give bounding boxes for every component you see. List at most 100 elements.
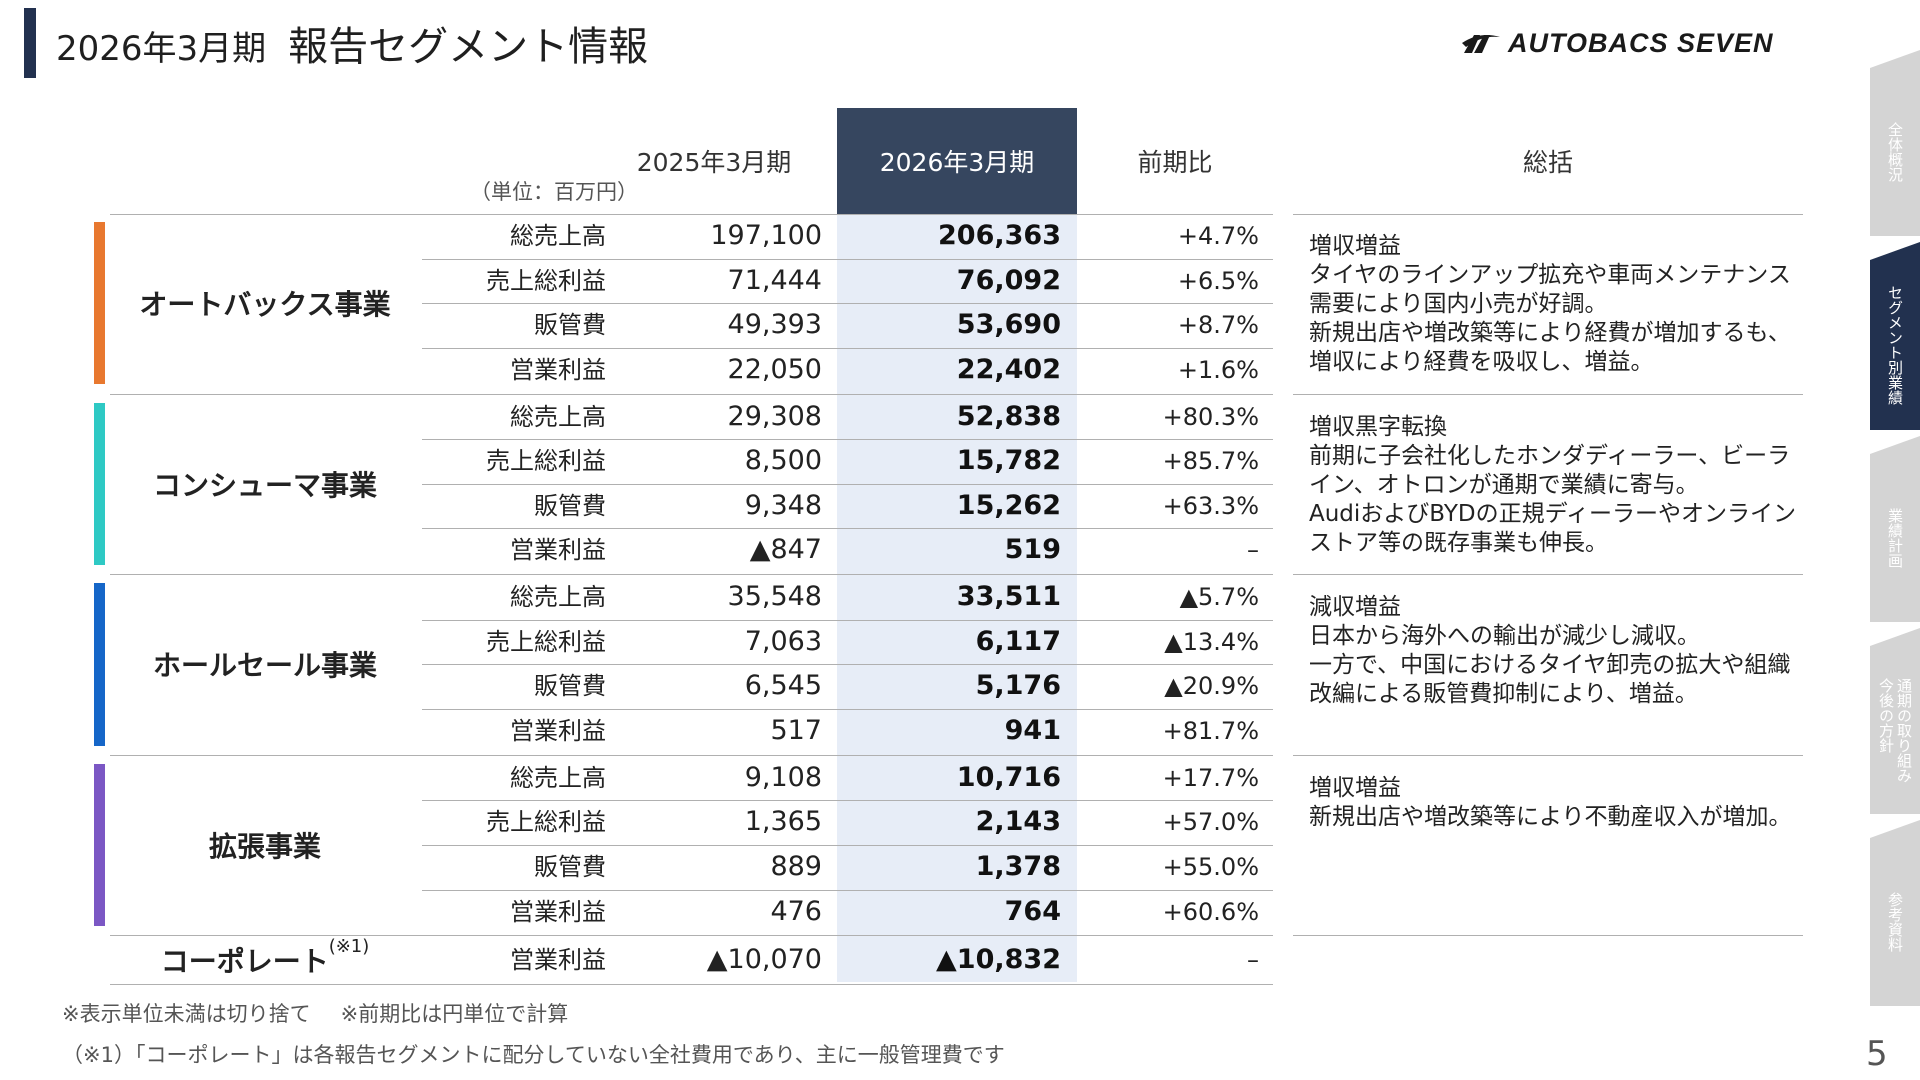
table-bottom-rule [110, 984, 1273, 986]
row-value-prev: 71,444 [727, 264, 822, 296]
row-value-prev: 1,365 [744, 806, 822, 838]
segment-summary: 増収黒字転換 前期に子会社化したホンダディーラー、ビーライン、オトロンが通期で業績… [1309, 413, 1809, 558]
col-header-yoy: 前期比 [1137, 148, 1213, 177]
row-label: 総売上高 [510, 402, 606, 431]
footnote-2: （※1）「コーポレート」は各報告セグメントに配分していない全社費用であり、主に一… [62, 1043, 1005, 1067]
row-divider [422, 845, 1273, 846]
row-label: 販管費 [534, 311, 606, 340]
row-value-yoy: +80.3% [1162, 402, 1259, 431]
row-divider [422, 709, 1273, 710]
row-value-prev: 889 [770, 851, 822, 882]
row-label: 総売上高 [510, 763, 606, 792]
row-value-prev: 197,100 [710, 220, 822, 251]
row-label: 総売上高 [510, 583, 606, 612]
segment-name: 拡張事業 [208, 830, 321, 863]
corporate-value-cur: ▲10,832 [936, 944, 1061, 976]
row-label: 売上総利益 [486, 266, 606, 295]
segment-summary: 増収増益 新規出店や増改築等により不動産収入が増加。 [1309, 774, 1809, 832]
segment-color-bar [94, 402, 105, 565]
row-value-cur: 206,363 [938, 220, 1061, 251]
title-period: 2026年3月期 [56, 29, 267, 69]
row-value-prev: 35,548 [727, 581, 822, 613]
tab-segment-results[interactable]: セグメント別業績 [1870, 242, 1920, 430]
page-title: 2026年3月期 報告セグメント情報 [56, 14, 648, 72]
corporate-value-prev: ▲10,070 [706, 944, 822, 976]
row-value-yoy: ▲13.4% [1164, 627, 1259, 656]
col-header-cur: 2026年3月期 [837, 108, 1077, 214]
row-value-cur: 33,511 [956, 581, 1061, 613]
segment-name: コンシューマ事業 [152, 468, 377, 502]
row-value-yoy: +1.6% [1177, 355, 1259, 384]
segment-summary: 減収増益 日本から海外への輸出が減少し減収。 一方で、中国におけるタイヤ卸売の拡大や… [1309, 593, 1809, 709]
summary-divider [1293, 574, 1803, 576]
row-label: 販管費 [534, 853, 606, 881]
row-value-cur: 1,378 [975, 851, 1061, 882]
segment-divider [110, 393, 1273, 395]
row-value-prev: 6,545 [744, 670, 822, 702]
summary-divider [1293, 935, 1803, 937]
row-divider [422, 483, 1273, 485]
row-value-prev: 8,500 [744, 445, 822, 477]
unit-label: （単位：百万円） [470, 180, 638, 204]
col-header-prev: 2025年3月期 [636, 148, 792, 177]
summary-header-rule [1293, 214, 1803, 215]
segment-color-bar [94, 222, 105, 385]
row-value-prev: 9,108 [744, 761, 822, 793]
logo-mark-icon [1462, 34, 1500, 53]
segment-color-bar [94, 583, 105, 746]
segment-divider [110, 935, 1273, 937]
row-divider [422, 528, 1273, 530]
row-value-cur: 15,262 [956, 489, 1061, 521]
row-label: 売上総利益 [486, 627, 606, 656]
corporate-note-mark: (※1) [328, 936, 370, 958]
summary-line: 一方で、中国におけるタイヤ卸売の拡大や組織改編による販管費抑制により、増益。 [1309, 652, 1791, 708]
corporate-value-yoy: – [1247, 946, 1259, 975]
row-value-yoy: +6.5% [1177, 266, 1259, 295]
summary-divider [1293, 754, 1803, 756]
row-value-prev: 49,393 [727, 309, 822, 341]
row-value-prev: 476 [770, 895, 822, 927]
summary-headline: 減収増益 [1309, 594, 1401, 621]
corporate-label: 営業利益 [510, 946, 606, 975]
row-divider [422, 347, 1273, 349]
row-value-yoy: ▲20.9% [1164, 672, 1259, 701]
row-value-yoy: +17.7% [1162, 763, 1259, 792]
row-divider [422, 258, 1273, 260]
row-value-cur: 52,838 [956, 400, 1061, 432]
summary-divider [1293, 393, 1803, 395]
summary-headline: 増収増益 [1309, 774, 1401, 801]
segment-divider [110, 754, 1273, 756]
row-divider [422, 800, 1273, 802]
tab-reference[interactable]: 参考資料 [1870, 820, 1920, 1006]
row-value-cur: 6,117 [975, 625, 1061, 657]
segment-name: オートバックス事業 [139, 288, 391, 322]
row-value-cur: 519 [1004, 534, 1061, 566]
row-value-yoy: +55.0% [1162, 853, 1259, 881]
tab-plan[interactable]: 業績計画 [1870, 436, 1920, 622]
tab-overview[interactable]: 全体概況 [1870, 50, 1920, 236]
row-value-yoy: +57.0% [1162, 808, 1259, 837]
row-divider [422, 303, 1273, 305]
table-header-rule [110, 214, 1273, 215]
tab-overview-label: 全体概況 [1886, 122, 1904, 182]
row-value-yoy: +60.6% [1162, 897, 1259, 926]
segment-divider [110, 574, 1273, 576]
row-label: 営業利益 [510, 717, 606, 745]
row-value-cur: 53,690 [956, 309, 1061, 341]
row-value-prev: 22,050 [727, 353, 822, 385]
tab-plan-label: 業績計画 [1886, 508, 1904, 568]
tab-initiatives[interactable]: 通期の取り組み 今後の方針 [1870, 628, 1920, 814]
summary-line: 新規出店や増改築等により不動産収入が増加。 [1309, 803, 1792, 830]
tab-reference-label: 参考資料 [1886, 892, 1904, 952]
row-value-cur: 2,143 [975, 806, 1061, 838]
footnote-yoy-calc: ※前期比は円単位で計算 [340, 1002, 569, 1026]
summary-line: 日本から海外への輸出が減少し減収。 [1309, 623, 1700, 650]
footnote-truncation: ※表示単位未満は切り捨て [62, 1002, 311, 1026]
row-value-cur: 764 [1004, 895, 1061, 927]
summary-line: タイヤのラインアップ拡充や車両メンテナンス需要により国内小売が好調。 [1309, 262, 1791, 317]
logo-text: AUTOBACS SEVEN [1508, 28, 1774, 58]
row-value-yoy: +8.7% [1177, 311, 1259, 340]
row-value-cur: 5,176 [975, 670, 1061, 702]
row-divider [422, 889, 1273, 891]
row-value-cur: 941 [1004, 715, 1061, 746]
